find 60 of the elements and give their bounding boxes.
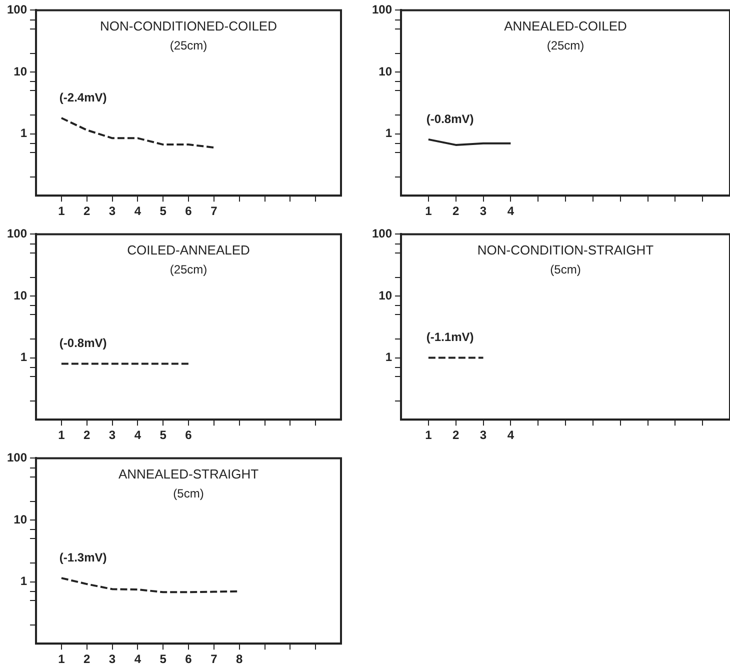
x-tick-label: 8 <box>236 652 243 666</box>
annotation: (-1.3mV) <box>59 550 107 564</box>
text: (25cm) <box>546 38 584 53</box>
text: NON-CONDITION-STRAIGHT <box>477 242 654 258</box>
y-tick-label: 1 <box>20 350 28 364</box>
x-tick-label: 2 <box>452 204 460 218</box>
y-tick-label: 10 <box>378 64 392 78</box>
y-tick-label: 1 <box>20 574 28 588</box>
x-tick-label: 5 <box>160 428 167 442</box>
x-tick-label: 5 <box>160 652 167 666</box>
y-tick-label: 10 <box>14 512 28 526</box>
x-tick-label: 1 <box>425 428 432 442</box>
annotation: (-1.1mV) <box>426 330 474 344</box>
y-tick-label: 100 <box>372 226 392 241</box>
x-tick-label: 1 <box>425 204 432 218</box>
text: NON-CONDITIONED-COILED <box>100 18 277 34</box>
x-tick-label: 4 <box>134 204 142 218</box>
y-tick-label: 100 <box>6 226 28 241</box>
y-tick-label: 1 <box>385 350 392 364</box>
x-tick-label: 7 <box>210 652 218 666</box>
y-tick-label: 100 <box>6 450 28 465</box>
x-tick-label: 6 <box>185 428 192 442</box>
x-tick-label: 6 <box>185 652 192 666</box>
x-tick-label: 1 <box>58 204 66 218</box>
line-series <box>60 117 215 149</box>
x-tick-label: 2 <box>84 204 91 218</box>
x-tick-label: 3 <box>108 428 116 442</box>
x-tick-label: 2 <box>452 428 460 442</box>
x-tick-label: 6 <box>185 204 192 218</box>
text: (5cm) <box>550 262 581 277</box>
y-tick-label: 100 <box>6 2 28 17</box>
text: ANNEALED-COILED <box>504 18 627 34</box>
x-tick-label: 1 <box>58 652 66 666</box>
x-tick-label: 4 <box>134 652 142 666</box>
x-tick-label: 3 <box>480 204 487 218</box>
y-tick-label: 100 <box>372 2 392 17</box>
y-tick-label: 10 <box>14 64 28 78</box>
x-tick-label: 5 <box>160 204 167 218</box>
x-tick-label: 1 <box>58 428 66 442</box>
annotation: (-0.8mV) <box>426 112 474 126</box>
annotation: (-0.8mV) <box>59 336 107 350</box>
text: (25cm) <box>170 38 208 53</box>
x-tick-label: 3 <box>480 428 487 442</box>
text: ANNEALED-STRAIGHT <box>118 466 259 482</box>
text: (5cm) <box>173 486 204 501</box>
x-tick-label: 2 <box>84 428 91 442</box>
text: (25cm) <box>170 262 208 277</box>
y-tick-label: 10 <box>14 288 28 302</box>
x-tick-label: 2 <box>84 652 91 666</box>
x-tick-label: 7 <box>210 204 218 218</box>
y-tick-label: 10 <box>378 288 392 302</box>
x-tick-label: 4 <box>507 428 514 442</box>
annotation: (-2.4mV) <box>59 90 107 104</box>
x-tick-label: 3 <box>108 204 116 218</box>
y-tick-label: 1 <box>20 126 28 140</box>
x-tick-label: 3 <box>108 652 116 666</box>
x-tick-label: 4 <box>507 204 514 218</box>
x-tick-label: 4 <box>134 428 142 442</box>
y-tick-label: 1 <box>385 126 392 140</box>
text: COILED-ANNEALED <box>127 242 250 258</box>
